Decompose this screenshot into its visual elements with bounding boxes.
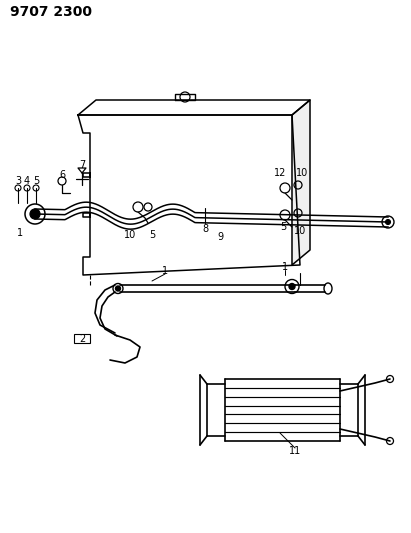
Text: 12: 12 [274,168,286,178]
Circle shape [289,284,295,289]
Text: 1: 1 [17,228,23,238]
Text: 2: 2 [79,334,85,344]
Text: 9707 2300: 9707 2300 [10,5,92,19]
Text: 5: 5 [149,230,155,240]
Text: 10: 10 [124,230,136,240]
Polygon shape [292,100,310,265]
Text: 9: 9 [217,232,223,242]
Text: 5: 5 [280,222,286,232]
Polygon shape [78,100,310,115]
Text: 1: 1 [162,266,168,276]
Circle shape [30,209,40,219]
Text: 8: 8 [202,224,208,234]
Text: 6: 6 [59,170,65,180]
Text: 4: 4 [24,176,30,186]
Circle shape [386,220,390,224]
Text: 7: 7 [79,160,85,170]
Text: 1: 1 [282,262,288,272]
Circle shape [115,286,120,291]
Text: 11: 11 [289,446,301,456]
Text: 5: 5 [33,176,39,186]
Text: 3: 3 [15,176,21,186]
Text: 10: 10 [294,226,306,236]
Polygon shape [78,115,300,275]
Text: 10: 10 [296,168,308,178]
FancyBboxPatch shape [74,334,90,343]
